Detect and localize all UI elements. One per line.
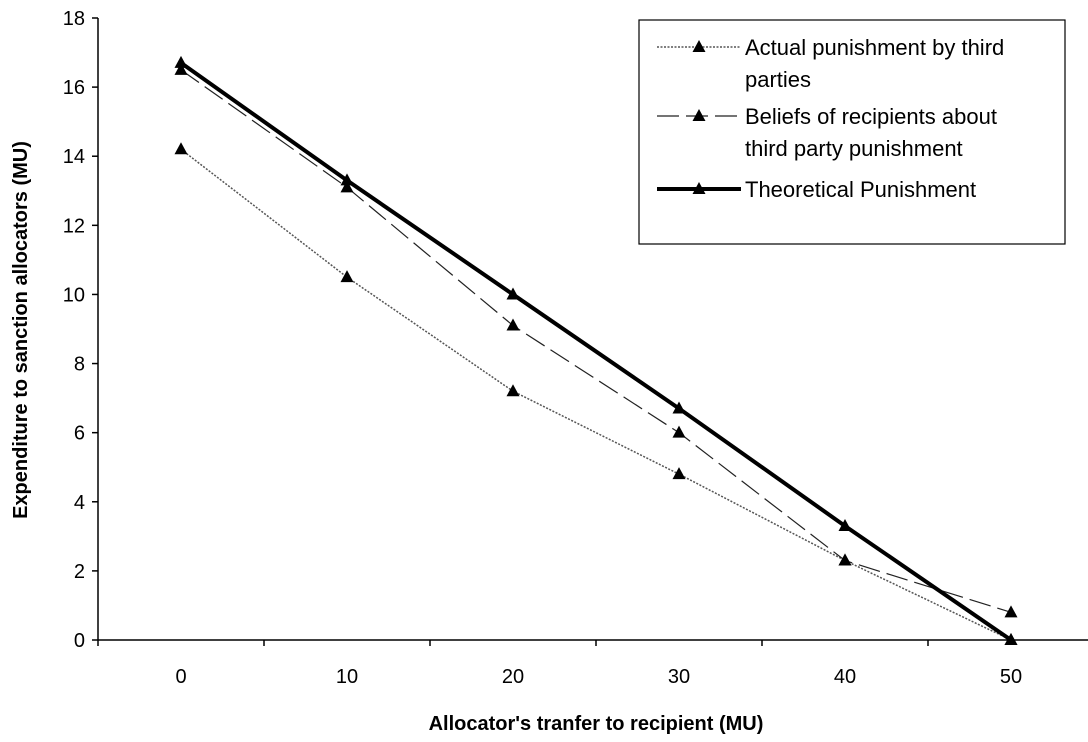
legend-marker <box>692 40 706 52</box>
legend-marker <box>692 109 706 121</box>
data-point-marker <box>672 467 686 480</box>
data-point-marker <box>838 518 852 531</box>
y-tick-label: 16 <box>63 77 85 99</box>
y-tick-label: 18 <box>63 8 85 30</box>
x-tick-label: 50 <box>1000 666 1022 688</box>
x-tick-labels: 0 10 20 30 40 50 <box>175 666 1022 688</box>
data-point-marker <box>340 180 354 193</box>
data-point-marker <box>340 270 354 283</box>
data-point-marker <box>672 425 686 438</box>
legend: Actual punishment by third parties Beliefs… <box>638 19 1066 245</box>
x-axis-title: Allocator's tranfer to recipient (MU) <box>429 713 764 735</box>
data-point-marker <box>174 62 188 75</box>
legend-label: Actual punishment by third <box>745 35 1004 60</box>
legend-label: Beliefs of recipients about <box>745 104 997 129</box>
series-3 <box>174 55 1018 645</box>
x-tick-label: 20 <box>502 666 524 688</box>
legend-box <box>638 19 1066 245</box>
legend-label: parties <box>745 67 811 92</box>
legend-label: Theoretical Punishment <box>745 177 976 202</box>
y-tick-label: 8 <box>74 354 85 376</box>
y-axis-title: Expenditure to sanction allocators (MU) <box>10 141 32 519</box>
data-point-marker <box>174 55 188 68</box>
data-point-marker <box>174 142 188 155</box>
data-point-marker <box>506 318 520 331</box>
y-tick-label: 4 <box>74 492 85 514</box>
y-tick-label: 14 <box>63 146 85 168</box>
data-point-marker <box>506 384 520 397</box>
x-tick-label: 30 <box>668 666 690 688</box>
data-point-marker <box>340 173 354 186</box>
data-point-marker <box>506 287 520 300</box>
plot-series <box>174 55 1018 645</box>
series-line <box>179 61 1013 642</box>
y-tick-label: 10 <box>63 284 85 306</box>
y-tick-labels: 0 2 4 6 8 10 12 14 16 18 <box>63 8 85 652</box>
x-tick-label: 0 <box>175 666 186 688</box>
y-tick-label: 0 <box>74 630 85 652</box>
legend-entry: Theoretical Punishment <box>657 177 976 202</box>
x-tick-label: 40 <box>834 666 856 688</box>
legend-label: third party punishment <box>745 136 963 161</box>
series-2 <box>174 62 1018 618</box>
y-tick-label: 2 <box>74 561 85 583</box>
y-tick-label: 6 <box>74 423 85 445</box>
series-line <box>180 69 1012 613</box>
x-tick-label: 10 <box>336 666 358 688</box>
y-tick-label: 12 <box>63 215 85 237</box>
legend-entry: Actual punishment by third parties <box>657 35 1004 92</box>
legend-entry: Beliefs of recipients about third party p… <box>657 104 997 161</box>
data-point-marker <box>838 553 852 566</box>
data-point-marker <box>1004 633 1018 645</box>
legend-marker <box>692 182 706 194</box>
axes <box>92 17 1088 646</box>
data-point-marker <box>1004 605 1018 618</box>
data-point-marker <box>672 401 686 414</box>
